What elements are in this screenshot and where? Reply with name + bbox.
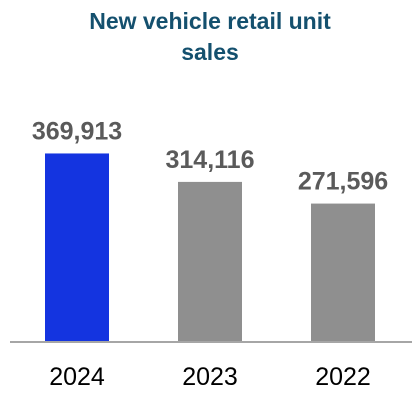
- x-tick-label-2024: 2024: [49, 363, 105, 391]
- bar-2023: [178, 181, 242, 342]
- x-tick-label-2022: 2022: [315, 363, 371, 391]
- bar-2022: [311, 203, 375, 342]
- chart-title-line-1: New vehicle retail unit: [89, 8, 331, 34]
- x-tick-label-2023: 2023: [182, 363, 238, 391]
- data-label-2022: 271,596: [298, 168, 388, 196]
- bar-2024: [45, 153, 109, 342]
- chart-title-line-2: sales: [181, 39, 239, 65]
- data-label-2024: 369,913: [32, 117, 122, 145]
- data-label-2023: 314,116: [166, 146, 255, 174]
- chart-title: New vehicle retail unit sales: [0, 6, 420, 68]
